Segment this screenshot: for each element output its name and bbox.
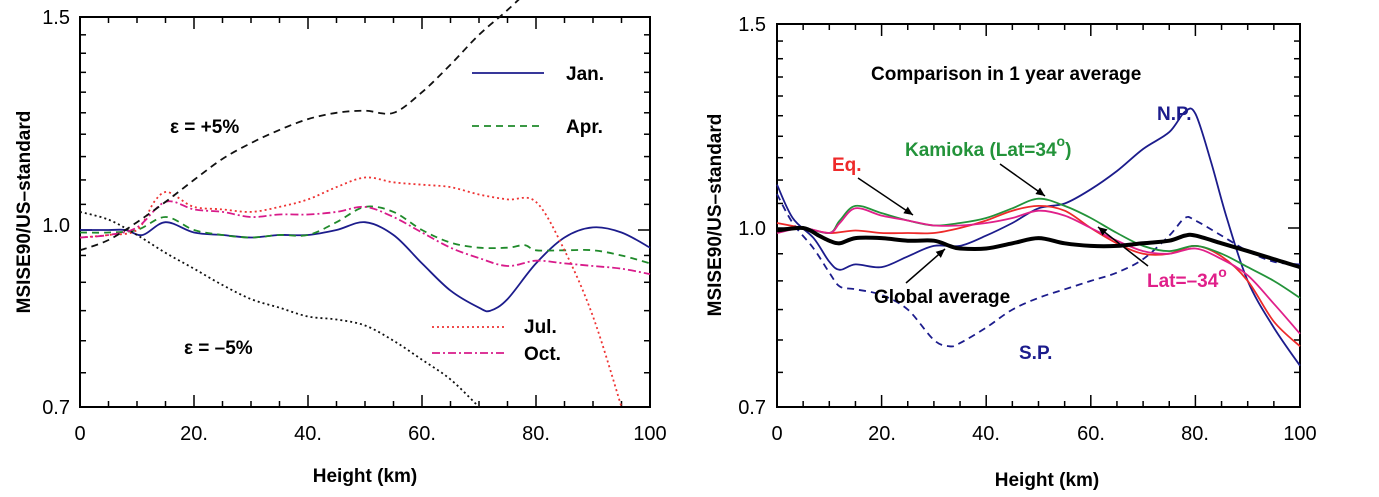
- right-series-line-3: [776, 197, 1301, 299]
- label-lat-minus-sup: o: [1218, 264, 1227, 280]
- right-xtick-label-100: 100: [1283, 423, 1316, 445]
- arrow-eq: [857, 177, 914, 216]
- right-series-line-5: [776, 225, 1301, 270]
- right-ytick-label-top: 1.5: [738, 14, 766, 36]
- legend-label-jul: Jul.: [524, 317, 557, 338]
- right-ytick-label-bottom: 0.7: [738, 397, 766, 419]
- epsilon-plus-label: ε = +5%: [170, 117, 239, 138]
- left-series-line-1: [79, 205, 651, 265]
- right-tick-marks: [776, 23, 1301, 408]
- label-sp: S.P.: [1019, 343, 1052, 364]
- right-xtick-label-80: 80.: [1181, 423, 1209, 445]
- annotation-arrows: [857, 163, 1149, 284]
- left-tick-marks: [79, 16, 651, 408]
- right-xtick-label-0: 0: [771, 423, 782, 445]
- left-ytick-label-mid: 1.0: [42, 215, 70, 237]
- left-series-line-0: [79, 221, 651, 313]
- label-lat-minus-text: Lat=–34: [1147, 271, 1219, 292]
- right-y-axis-label: MSISE90/US–standard: [705, 114, 726, 317]
- left-series-line-3: [79, 200, 651, 275]
- right-ytick-label-mid: 1.0: [738, 218, 766, 240]
- left-plot-frame: [79, 16, 651, 408]
- label-kamioka-close: ): [1065, 140, 1071, 161]
- right-series-line-0: [776, 107, 1301, 367]
- left-y-axis-label: MSISE90/US–standard: [14, 111, 35, 314]
- left-xtick-label-80: 80.: [522, 423, 550, 445]
- left-series-line-2: [79, 176, 623, 408]
- right-chart-title: Comparison in 1 year average: [871, 64, 1141, 85]
- left-chart-panel: 1.5 1.0 0.7 0 20. 40. 60. 80. 100 Height…: [14, 0, 667, 487]
- legend-label-apr: Apr.: [566, 117, 603, 138]
- legend-label-oct: Oct.: [524, 344, 561, 365]
- arrow-kamioka: [999, 163, 1046, 197]
- left-xtick-label-40: 40.: [294, 423, 322, 445]
- left-x-axis-label: Height (km): [313, 466, 418, 487]
- arrow-global: [905, 248, 946, 284]
- left-series-line-5: [79, 211, 480, 408]
- label-kamioka-text: Kamioka (Lat=34: [905, 140, 1057, 161]
- right-xtick-label-60: 60.: [1077, 423, 1105, 445]
- right-series-lines: [776, 107, 1301, 367]
- label-lat-minus: Lat=–34o: [1147, 264, 1227, 292]
- left-ytick-label-bottom: 0.7: [42, 397, 70, 419]
- left-xtick-label-60: 60.: [408, 423, 436, 445]
- left-series-lines: [79, 0, 651, 408]
- epsilon-minus-label: ε = –5%: [184, 338, 253, 359]
- left-xtick-label-20: 20.: [180, 423, 208, 445]
- label-global-average: Global average: [874, 287, 1010, 308]
- left-xtick-label-100: 100: [633, 423, 666, 445]
- legend-label-jan: Jan.: [566, 64, 604, 85]
- arrow-lat-minus: [1097, 226, 1149, 267]
- label-kamioka-sup: o: [1057, 133, 1066, 149]
- right-series-line-1: [776, 193, 1301, 348]
- right-xtick-label-40: 40.: [972, 423, 1000, 445]
- right-chart-panel: 1.5 1.0 0.7 0 20. 40. 60. 80. 100 Height…: [705, 14, 1317, 491]
- label-kamioka: Kamioka (Lat=34o): [905, 133, 1071, 161]
- label-eq: Eq.: [832, 155, 862, 176]
- left-legend: Jan. Apr. Jul. Oct.: [432, 64, 604, 365]
- right-series-line-2: [776, 204, 1301, 347]
- right-series-line-4: [776, 207, 1301, 335]
- left-ytick-label-top: 1.5: [42, 7, 70, 29]
- right-xtick-label-20: 20.: [868, 423, 896, 445]
- right-x-axis-label: Height (km): [995, 470, 1100, 491]
- left-xtick-label-0: 0: [74, 423, 85, 445]
- label-np: N.P.: [1157, 104, 1192, 125]
- left-series-line-4: [79, 0, 520, 252]
